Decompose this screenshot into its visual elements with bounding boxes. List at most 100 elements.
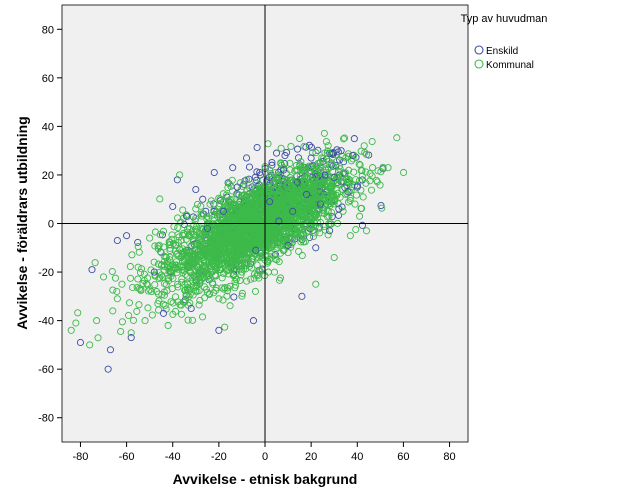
- data-point: [242, 154, 251, 162]
- data-point: [157, 249, 165, 257]
- data-point: [216, 216, 224, 224]
- data-point: [210, 256, 218, 264]
- data-point: [400, 168, 408, 177]
- data-point: [349, 151, 357, 160]
- data-point: [362, 227, 371, 235]
- data-point: [247, 210, 255, 218]
- data-point: [336, 193, 344, 201]
- data-point: [118, 280, 126, 288]
- data-point: [134, 263, 142, 271]
- data-point: [113, 295, 121, 303]
- data-point: [321, 194, 329, 202]
- data-point: [247, 237, 255, 245]
- data-point: [340, 135, 348, 143]
- data-point: [328, 213, 336, 221]
- data-point: [265, 213, 273, 221]
- data-point: [312, 244, 320, 252]
- data-point: [258, 266, 266, 274]
- data-point: [263, 206, 271, 214]
- data-point: [305, 141, 313, 149]
- data-point: [207, 197, 215, 205]
- data-point: [224, 287, 232, 295]
- data-point: [235, 260, 243, 268]
- data-point: [266, 198, 274, 206]
- data-point: [174, 298, 182, 306]
- data-point: [229, 164, 237, 172]
- data-point: [243, 277, 251, 285]
- x-tick-label: 60: [397, 451, 409, 463]
- data-point: [360, 142, 368, 150]
- data-point: [335, 205, 343, 213]
- data-point: [245, 239, 253, 247]
- data-point: [280, 199, 288, 207]
- data-point: [302, 190, 311, 198]
- data-point: [168, 235, 176, 243]
- data-point: [195, 229, 203, 237]
- data-point: [278, 161, 286, 169]
- data-point: [241, 213, 249, 221]
- data-point: [298, 185, 306, 194]
- data-point: [183, 212, 191, 220]
- data-point: [237, 185, 245, 194]
- data-point: [153, 287, 161, 296]
- data-point: [198, 313, 207, 321]
- data-point: [300, 238, 308, 246]
- data-point: [321, 226, 329, 234]
- data-point: [160, 257, 168, 265]
- data-point: [190, 271, 198, 280]
- data-point: [184, 316, 192, 324]
- data-point: [333, 146, 341, 154]
- data-point: [168, 231, 176, 239]
- data-point: [222, 191, 230, 199]
- data-point: [350, 168, 358, 176]
- data-point: [362, 150, 370, 159]
- data-point: [226, 232, 234, 240]
- data-point: [199, 195, 207, 203]
- data-point: [268, 225, 276, 233]
- data-point: [297, 213, 305, 221]
- data-point: [271, 251, 279, 259]
- data-point: [72, 319, 80, 327]
- y-tick-label: -20: [38, 267, 54, 279]
- x-axis-title: Avvikelse - etnisk bakgrund: [173, 471, 358, 487]
- data-point: [211, 226, 219, 234]
- data-point: [192, 214, 200, 222]
- data-point: [206, 234, 214, 242]
- data-point: [253, 245, 261, 253]
- data-point: [298, 292, 306, 300]
- data-point: [253, 143, 261, 152]
- data-point: [164, 321, 172, 330]
- data-point: [352, 225, 360, 234]
- data-point: [250, 270, 259, 278]
- data-point: [218, 258, 226, 266]
- x-tick-label: 80: [443, 451, 455, 463]
- data-point: [374, 167, 382, 175]
- data-point: [272, 208, 280, 217]
- data-point: [123, 232, 131, 240]
- data-point: [260, 184, 268, 192]
- data-point: [194, 248, 202, 256]
- x-tick-label: 20: [305, 451, 317, 463]
- data-point: [144, 304, 152, 312]
- x-tick-label: 40: [351, 451, 363, 463]
- data-point: [134, 275, 142, 283]
- data-point: [295, 186, 304, 194]
- data-point: [346, 232, 354, 240]
- data-point: [277, 188, 285, 196]
- data-point: [256, 235, 264, 243]
- data-point: [324, 201, 332, 209]
- data-point: [179, 258, 187, 266]
- data-point: [226, 200, 235, 208]
- data-point: [223, 292, 231, 300]
- data-point: [224, 270, 232, 278]
- data-point: [218, 274, 226, 282]
- data-point: [162, 253, 170, 262]
- data-point: [193, 200, 201, 209]
- data-point: [167, 272, 175, 280]
- data-point: [219, 296, 227, 304]
- data-point: [309, 232, 318, 241]
- data-point: [316, 218, 325, 226]
- data-point: [311, 212, 319, 220]
- data-point: [342, 154, 350, 162]
- data-point: [198, 212, 206, 220]
